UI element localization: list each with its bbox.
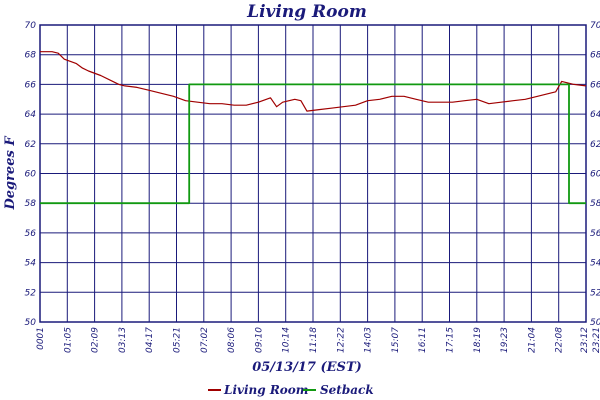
y-tick-label: 64: [590, 110, 600, 120]
x-tick-label: 11:18: [309, 327, 319, 353]
x-tick-label: 03:13: [118, 327, 128, 353]
x-tick-label: 10:14: [282, 327, 292, 353]
y-tick-labels-left: 50 52 54 56 58 60 62 64 66 68 70: [25, 21, 37, 328]
y-tick-label: 70: [590, 21, 600, 31]
y-axis-label: Degrees F: [3, 136, 18, 211]
x-tick-label: 23:21: [592, 327, 600, 353]
x-tick-label: 01:05: [63, 327, 73, 353]
y-tick-label: 68: [590, 51, 600, 61]
x-tick-label: 09:10: [254, 327, 264, 353]
y-tick-label: 64: [25, 110, 37, 120]
y-tick-label: 60: [590, 170, 600, 180]
x-tick-label: 15:07: [391, 327, 401, 353]
series-line-living-room: [40, 51, 587, 112]
x-tick-label: 14:03: [364, 327, 374, 353]
y-tick-label: 70: [25, 21, 37, 31]
x-axis-label: 05/13/17 (EST): [252, 360, 362, 375]
y-tick-label: 50: [590, 318, 600, 328]
y-tick-label: 52: [590, 288, 600, 298]
x-tick-label: 16:11: [418, 327, 428, 353]
chart-title: Living Room: [246, 2, 367, 22]
x-tick-label: 08:06: [227, 327, 237, 353]
y-tick-label: 54: [590, 259, 600, 269]
plot-frame: [39, 24, 587, 323]
x-tick-label: 02:09: [91, 327, 101, 353]
x-tick-label: 19:23: [500, 327, 510, 353]
x-tick-label: 07:02: [200, 327, 210, 353]
y-tick-label: 62: [25, 140, 37, 150]
x-tick-label: 04:17: [145, 327, 155, 353]
x-tick-label: 21:04: [527, 327, 537, 353]
x-tick-label: 18:19: [473, 327, 483, 353]
y-tick-label: 56: [25, 229, 37, 239]
grid: [39, 24, 587, 323]
x-tick-labels: 0001 01:05 02:09 03:13 04:17 05:21 07:02 08:06 0…: [36, 327, 600, 353]
y-tick-labels-right: 50 52 54 56 58 60 62 64 66 68 70: [590, 21, 600, 328]
y-tick-label: 56: [590, 229, 600, 239]
x-tick-label: 23:12: [580, 327, 590, 353]
x-tick-label: 22:08: [555, 327, 565, 353]
x-tick-label: 05:21: [173, 327, 183, 353]
y-tick-label: 66: [25, 80, 37, 90]
legend: Living Room Setback: [208, 383, 374, 397]
y-tick-label: 60: [25, 170, 37, 180]
y-tick-label: 58: [25, 199, 37, 209]
x-tick-label: 12:22: [336, 327, 346, 353]
y-tick-label: 52: [25, 288, 37, 298]
y-tick-label: 66: [590, 80, 600, 90]
y-tick-label: 68: [25, 51, 37, 61]
y-tick-label: 50: [25, 318, 37, 328]
series-line-setback: [40, 83, 586, 205]
y-tick-label: 54: [25, 259, 37, 269]
x-tick-label: 17:15: [446, 327, 456, 353]
y-tick-label: 62: [590, 140, 600, 150]
legend-label-living-room: Living Room: [223, 383, 309, 397]
legend-label-setback: Setback: [320, 383, 374, 397]
x-tick-label: 0001: [36, 327, 46, 350]
series-layer: [40, 51, 587, 205]
y-tick-label: 58: [590, 199, 600, 209]
